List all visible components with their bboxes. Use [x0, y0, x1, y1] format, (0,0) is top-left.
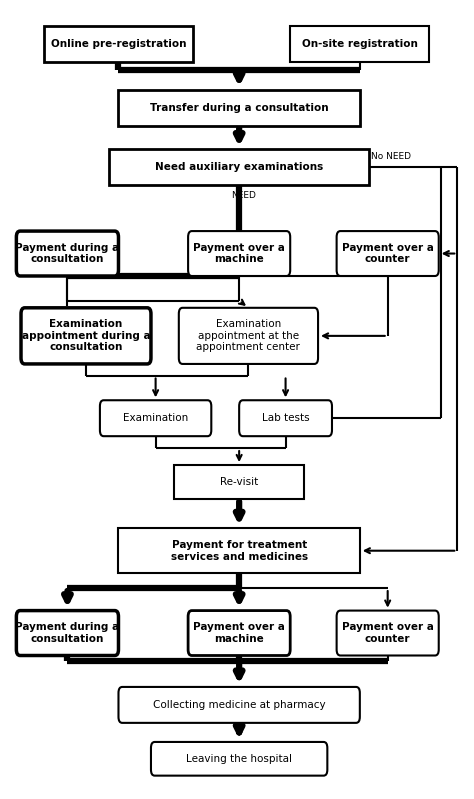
- FancyBboxPatch shape: [100, 400, 211, 436]
- Text: Payment over a
counter: Payment over a counter: [342, 622, 434, 644]
- Text: Re-visit: Re-visit: [220, 477, 258, 487]
- Text: NEED: NEED: [231, 192, 256, 201]
- FancyBboxPatch shape: [21, 308, 151, 364]
- Text: Need auxiliary examinations: Need auxiliary examinations: [155, 162, 323, 173]
- Text: Payment during a
consultation: Payment during a consultation: [15, 243, 119, 264]
- Text: Transfer during a consultation: Transfer during a consultation: [150, 102, 328, 113]
- FancyBboxPatch shape: [151, 742, 328, 776]
- Text: Payment for treatment
services and medicines: Payment for treatment services and medic…: [171, 540, 308, 562]
- FancyBboxPatch shape: [188, 231, 290, 276]
- Text: Payment over a
machine: Payment over a machine: [193, 622, 285, 644]
- FancyBboxPatch shape: [17, 610, 118, 655]
- FancyBboxPatch shape: [337, 610, 439, 655]
- Bar: [290, 26, 429, 62]
- Text: Examination: Examination: [123, 413, 188, 423]
- Text: On-site registration: On-site registration: [302, 39, 418, 49]
- Bar: [109, 149, 369, 185]
- FancyBboxPatch shape: [118, 687, 360, 723]
- Text: Examination
appointment at the
appointment center: Examination appointment at the appointme…: [197, 320, 301, 352]
- Text: Lab tests: Lab tests: [262, 413, 310, 423]
- Text: No NEED: No NEED: [372, 153, 411, 161]
- Text: Payment over a
counter: Payment over a counter: [342, 243, 434, 264]
- FancyBboxPatch shape: [179, 308, 318, 364]
- Bar: [118, 89, 360, 125]
- Bar: [174, 465, 304, 499]
- Text: Payment during a
consultation: Payment during a consultation: [15, 622, 119, 644]
- FancyBboxPatch shape: [188, 610, 290, 655]
- Text: Collecting medicine at pharmacy: Collecting medicine at pharmacy: [153, 700, 326, 710]
- Bar: [44, 26, 193, 62]
- Text: Online pre-registration: Online pre-registration: [51, 39, 186, 49]
- Bar: [118, 528, 360, 573]
- FancyBboxPatch shape: [337, 231, 439, 276]
- FancyBboxPatch shape: [17, 231, 118, 276]
- FancyBboxPatch shape: [239, 400, 332, 436]
- Text: Examination
appointment during a
consultation: Examination appointment during a consult…: [22, 320, 150, 352]
- Text: Payment over a
machine: Payment over a machine: [193, 243, 285, 264]
- Text: Leaving the hospital: Leaving the hospital: [186, 753, 292, 764]
